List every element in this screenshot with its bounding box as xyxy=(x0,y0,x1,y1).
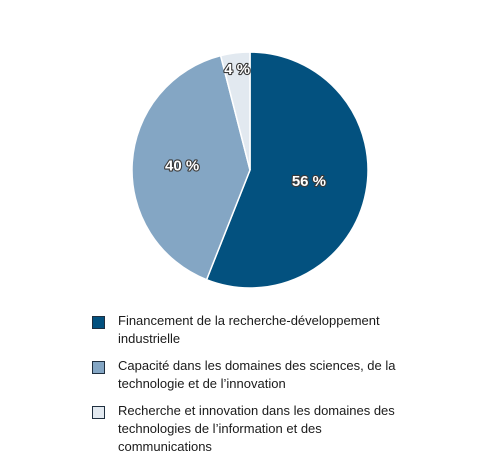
slice-labels: 56 % 40 % 4 % xyxy=(164,60,327,192)
legend-item-sti-capacity: Capacité dans les domaines des sciences,… xyxy=(92,357,418,393)
pie-slice-rd-funding xyxy=(205,51,369,289)
pie-chart: 56 % 40 % 4 % xyxy=(131,51,369,289)
legend-swatch-ict-research xyxy=(92,406,105,419)
legend-swatch-rd-funding xyxy=(92,316,105,329)
legend-label-rd-funding: Financement de la recherche-développemen… xyxy=(118,313,380,346)
legend: Financement de la recherche-développemen… xyxy=(92,312,492,465)
legend-swatch-sti-capacity xyxy=(92,361,105,374)
pie-slice-ict-research xyxy=(219,51,251,171)
slice-label-sti-capacity: 40 % xyxy=(165,158,199,175)
pie-slices xyxy=(131,51,369,289)
slice-label-ict-research: 4 % xyxy=(224,61,250,78)
legend-item-rd-funding: Financement de la recherche-développemen… xyxy=(92,312,418,348)
legend-label-sti-capacity: Capacité dans les domaines des sciences,… xyxy=(118,358,396,391)
legend-label-ict-research: Recherche et innovation dans les domaine… xyxy=(118,403,395,454)
slice-label-rd-funding: 56 % xyxy=(292,173,326,190)
pie-slice-sti-capacity xyxy=(131,54,251,281)
legend-item-ict-research: Recherche et innovation dans les domaine… xyxy=(92,402,418,456)
